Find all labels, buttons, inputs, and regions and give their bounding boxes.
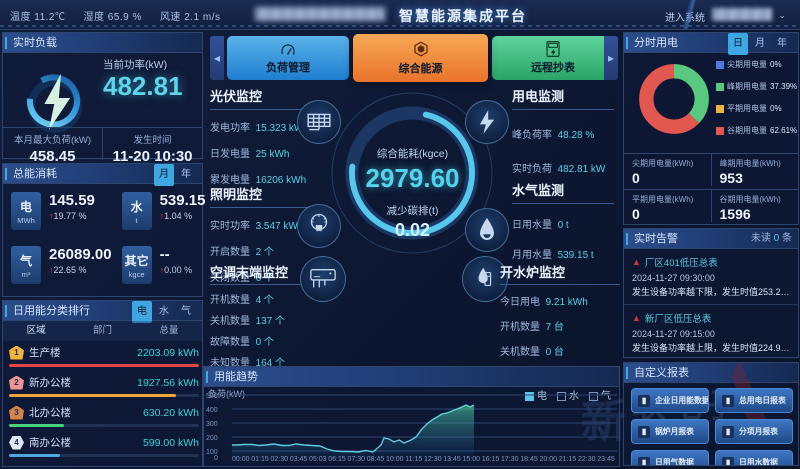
- svg-text:200: 200: [206, 435, 218, 442]
- svg-text:0: 0: [214, 455, 218, 462]
- svg-text:500: 500: [206, 393, 218, 400]
- svg-text:300: 300: [206, 421, 218, 428]
- svg-text:400: 400: [206, 407, 218, 414]
